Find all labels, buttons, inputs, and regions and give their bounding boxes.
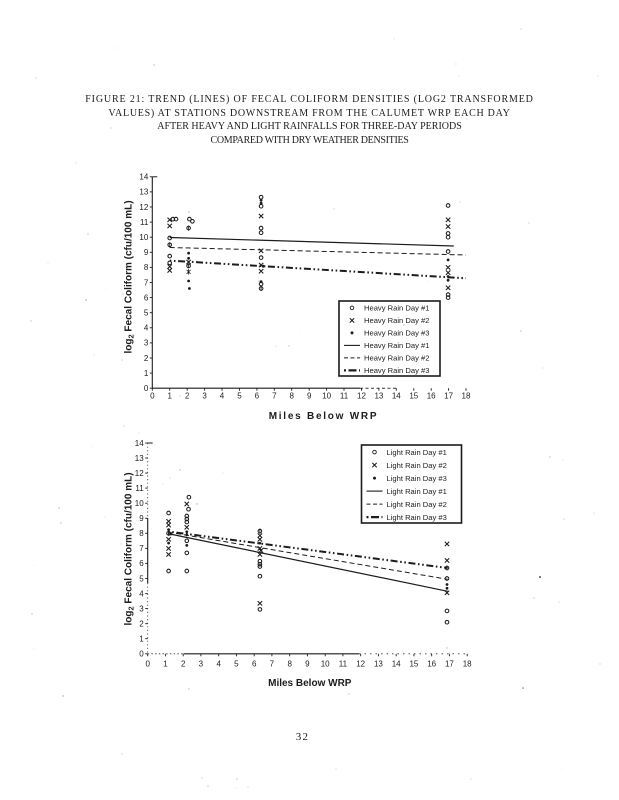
svg-text:8: 8 [144,263,149,272]
svg-text:8: 8 [287,660,292,669]
svg-text:2: 2 [139,620,144,629]
svg-text:4: 4 [139,589,144,598]
svg-text:14: 14 [392,660,401,669]
svg-text:14: 14 [135,439,144,448]
svg-text:1: 1 [144,369,149,378]
svg-text:9: 9 [144,248,149,257]
svg-text:10: 10 [322,392,331,401]
svg-text:6: 6 [252,660,257,669]
svg-text:Light Rain Day #3: Light Rain Day #3 [387,513,447,522]
svg-text:9: 9 [307,392,312,401]
svg-text:15: 15 [409,392,418,401]
svg-text:Heavy Rain Day #1: Heavy Rain Day #1 [364,304,429,313]
svg-text:5: 5 [234,660,239,669]
svg-text:16: 16 [427,392,436,401]
svg-text:Light Rain Day #1: Light Rain Day #1 [387,448,447,457]
svg-text:18: 18 [463,660,472,669]
svg-text:0: 0 [139,650,144,659]
svg-text:2: 2 [185,392,190,401]
svg-text:Miles Below WRP: Miles Below WRP [269,411,379,422]
svg-text:1: 1 [167,392,172,401]
svg-text:Heavy Rain Day #3: Heavy Rain Day #3 [364,366,429,375]
svg-text:10: 10 [139,233,148,242]
svg-text:8: 8 [139,529,144,538]
svg-text:4: 4 [216,660,221,669]
svg-text:3: 3 [199,660,204,669]
svg-text:3: 3 [144,339,149,348]
svg-text:18: 18 [462,392,471,401]
svg-text:5: 5 [237,392,242,401]
svg-text:1: 1 [139,635,144,644]
svg-text:11: 11 [140,218,149,227]
svg-text:13: 13 [374,660,383,669]
svg-text:9: 9 [139,514,144,523]
svg-text:5: 5 [139,574,144,583]
svg-text:0: 0 [150,392,155,401]
svg-text:2: 2 [181,660,186,669]
svg-text:4: 4 [144,324,149,333]
svg-text:10: 10 [135,499,144,508]
svg-text:14: 14 [392,392,401,401]
svg-text:13: 13 [135,454,144,463]
svg-text:13: 13 [374,392,383,401]
svg-text:0: 0 [145,660,150,669]
svg-text:8: 8 [289,392,294,401]
svg-text:6: 6 [139,559,144,568]
svg-text:15: 15 [409,660,418,669]
svg-text:Light Rain Day #2: Light Rain Day #2 [387,500,447,509]
svg-text:5: 5 [144,309,149,318]
svg-text:0: 0 [144,384,149,393]
svg-text:14: 14 [139,173,148,182]
svg-text:7: 7 [270,660,275,669]
svg-text:12: 12 [139,203,148,212]
svg-text:7: 7 [144,278,149,287]
svg-text:12: 12 [135,469,144,478]
svg-text:7: 7 [139,544,144,553]
svg-text:6: 6 [255,392,260,401]
svg-text:log2 Fecal Coliform (cfu/100 m: log2 Fecal Coliform (cfu/100 mL) [124,472,136,625]
svg-text:17: 17 [445,660,454,669]
svg-text:Light Rain Day #2: Light Rain Day #2 [387,461,447,470]
svg-text:1: 1 [163,660,168,669]
svg-text:Heavy Rain Day #2: Heavy Rain Day #2 [364,354,429,363]
svg-text:Light Rain Day #1: Light Rain Day #1 [387,487,447,496]
svg-text:13: 13 [139,188,148,197]
svg-text:17: 17 [444,392,453,401]
svg-text:Heavy Rain Day #2: Heavy Rain Day #2 [364,316,429,325]
svg-text:9: 9 [305,660,310,669]
svg-text:11: 11 [340,392,349,401]
svg-text:3: 3 [202,392,207,401]
svg-text:2: 2 [144,354,149,363]
svg-text:16: 16 [427,660,436,669]
svg-text:6: 6 [144,293,149,302]
svg-text:10: 10 [321,660,330,669]
svg-text:12: 12 [356,660,365,669]
svg-text:Heavy Rain Day #1: Heavy Rain Day #1 [364,341,429,350]
svg-text:11: 11 [339,660,348,669]
svg-text:Light Rain Day #3: Light Rain Day #3 [387,474,447,483]
svg-text:11: 11 [135,484,144,493]
svg-text:12: 12 [357,392,366,401]
svg-text:7: 7 [272,392,277,401]
svg-text:4: 4 [220,392,225,401]
svg-text:3: 3 [139,604,144,613]
svg-text:Miles Below WRP: Miles Below WRP [268,678,352,689]
svg-text:Heavy Rain Day #3: Heavy Rain Day #3 [364,329,429,338]
svg-text:log2 Fecal Coliform (cfu/100 m: log2 Fecal Coliform (cfu/100 mL) [124,200,136,353]
